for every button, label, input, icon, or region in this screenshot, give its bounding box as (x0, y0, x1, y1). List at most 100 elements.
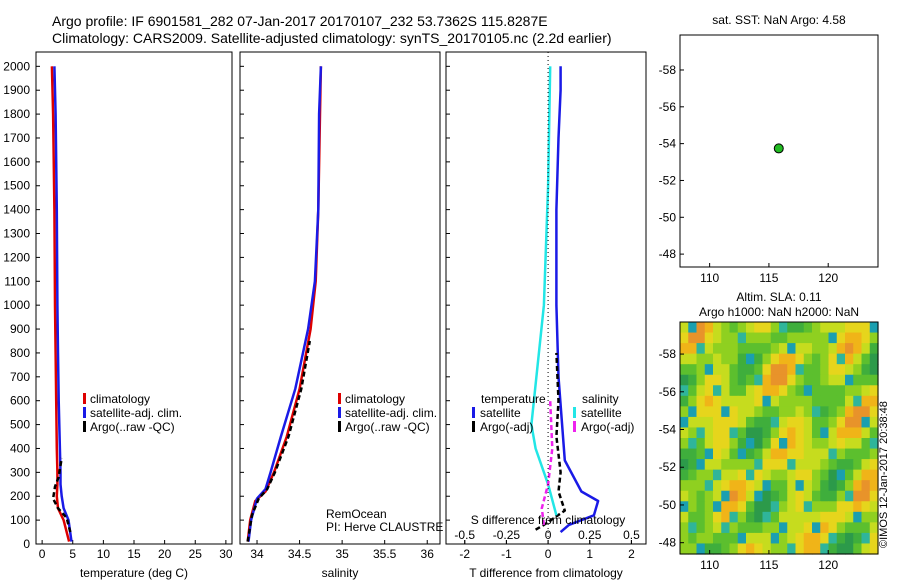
heatmap-cell (704, 374, 714, 386)
heatmap-cell (680, 427, 689, 439)
heatmap-cell (762, 332, 772, 344)
heatmap-cell (853, 416, 863, 429)
legend-swatch (472, 421, 475, 432)
heatmap-cell (704, 332, 714, 344)
heatmap-cell (828, 374, 838, 386)
series-layer (246, 66, 323, 542)
heatmap-cell (762, 459, 772, 471)
heatmap-cell (729, 501, 739, 513)
y-tick-label: 1200 (3, 250, 30, 264)
heatmap-cell (746, 490, 755, 502)
heatmap-cell (770, 416, 780, 429)
heatmap-cell (754, 438, 764, 450)
heatmap-cell (680, 448, 689, 460)
heatmap-cell (721, 416, 731, 429)
y-tick-label: 100 (10, 513, 30, 527)
heatmap-cell (770, 438, 780, 450)
heatmap-cell (853, 543, 863, 555)
heatmap-cell (696, 490, 706, 502)
heatmap-cell (770, 406, 780, 418)
heatmap-cell (680, 322, 689, 334)
heatmap-cell (746, 395, 755, 407)
heatmap-cell (820, 532, 830, 545)
sla-subtitle: Argo h1000: NaN h2000: NaN (699, 305, 859, 319)
y-tick-label: 500 (10, 418, 30, 432)
y-tick-label: 1600 (3, 155, 30, 169)
heatmap-cell (721, 364, 731, 376)
heatmap-cell (828, 385, 838, 397)
heatmap-cell (770, 374, 780, 386)
heatmap-cell (704, 511, 714, 523)
secondary-x-tick-label: 0.25 (578, 528, 602, 542)
heatmap-cell (861, 522, 871, 534)
heatmap-cell (680, 532, 689, 545)
heatmap-cell (779, 332, 788, 344)
heatmap-cell (779, 448, 788, 460)
profile-title: Argo profile: IF 6901581_282 07-Jan-2017… (52, 13, 548, 29)
heatmap-cell (779, 322, 788, 334)
heatmap-cell (688, 490, 698, 502)
heatmap-cell (820, 438, 830, 450)
legend-swatch (338, 393, 341, 404)
heatmap-cell (845, 511, 854, 523)
heatmap-cell (688, 395, 698, 407)
heatmap-cell (853, 480, 863, 492)
x-axis-label: T difference from climatology (469, 566, 623, 580)
heatmap-cell (828, 448, 838, 460)
sla-map-panel: 110 115 120 -48 -50 -52 -54 -56 -58 Altim. SLA: 0… (659, 290, 879, 572)
x-tick-label: 120 (818, 271, 838, 285)
heatmap-cell (680, 416, 689, 429)
heatmap-cell (680, 343, 689, 355)
x-tick-label: -2 (459, 547, 470, 561)
heatmap-cell (828, 343, 838, 355)
heatmap-cell (869, 374, 879, 386)
heatmap-cell (762, 353, 772, 365)
heatmap-cell (737, 532, 747, 545)
heatmap-cell (704, 416, 714, 429)
heatmap-cell (688, 343, 698, 355)
heatmap-cell (737, 395, 747, 407)
heatmap-cell (688, 364, 698, 376)
heatmap-cell (713, 459, 722, 471)
heatmap-cell (737, 480, 747, 492)
heatmap-cell (828, 427, 838, 439)
heatmap-cell (688, 522, 698, 534)
heatmap-cell (795, 490, 805, 502)
heatmap-cell (820, 480, 830, 492)
heatmap-cell (803, 343, 813, 355)
heatmap-cell (696, 322, 706, 334)
heatmap-cell (787, 353, 797, 365)
difference-profile-panel: -2 -1 0 1 2 T difference from climatology temp… (445, 51, 647, 580)
y-tick-label: 1500 (3, 179, 30, 193)
heatmap-cell (696, 438, 706, 450)
heatmap-cell (861, 501, 871, 513)
heatmap-cell (845, 469, 854, 481)
heatmap-cell (869, 459, 879, 471)
heatmap-cell (787, 374, 797, 386)
heatmap-cell (688, 532, 698, 545)
heatmap-cell (746, 332, 755, 344)
heatmap-cell (779, 406, 788, 418)
heatmap-cell (845, 353, 854, 365)
heatmap-cell (770, 343, 780, 355)
x-tick-label: 115 (759, 271, 778, 285)
y-tick-label: -48 (659, 536, 677, 550)
heatmap-cell (828, 406, 838, 418)
heatmap-cell (812, 343, 821, 355)
heatmap-cell (803, 480, 813, 492)
heatmap-cell (812, 427, 821, 439)
heatmap-cell (861, 543, 871, 555)
heatmap-cell (721, 543, 731, 555)
heatmap-cell (795, 364, 805, 376)
heatmap-cell (812, 374, 821, 386)
heatmap-cell (696, 343, 706, 355)
heatmap-cell (770, 532, 780, 545)
heatmap-cell (836, 459, 846, 471)
heatmap-cell (696, 511, 706, 523)
heatmap-cell (688, 459, 698, 471)
legend-swatch (338, 407, 341, 418)
sla-heatmap (680, 322, 879, 555)
x-tick-label: 115 (759, 558, 778, 572)
heatmap-cell (754, 332, 764, 344)
x-tick-label: 0 (545, 547, 552, 561)
